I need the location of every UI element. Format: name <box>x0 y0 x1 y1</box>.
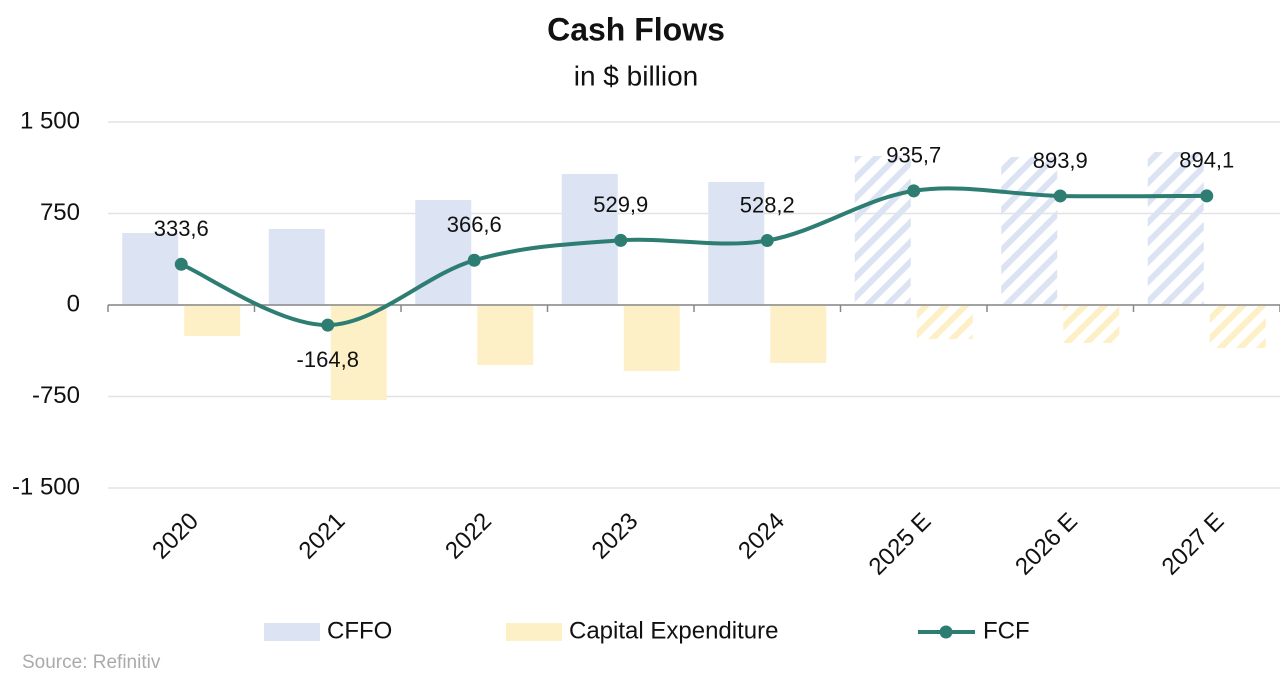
legend-label: CFFO <box>327 617 392 644</box>
data-label: 893,9 <box>1033 148 1088 173</box>
y-tick-label: 750 <box>40 199 80 226</box>
y-tick-label: -1 500 <box>12 473 80 500</box>
bar <box>916 305 973 340</box>
bar <box>1063 305 1120 343</box>
bar <box>1209 305 1266 348</box>
y-tick-label: 0 <box>67 290 80 317</box>
bar <box>623 305 680 372</box>
x-tick-label: 2020 <box>147 508 204 565</box>
legend-swatch <box>939 625 953 639</box>
x-tick-label: 2026 E <box>1010 508 1083 581</box>
legend-swatch <box>506 623 562 641</box>
x-tick-label: 2024 <box>733 508 790 565</box>
line <box>180 186 1207 328</box>
line-marker <box>1053 189 1067 203</box>
data-label: 333,6 <box>154 216 209 241</box>
bar <box>1001 157 1058 305</box>
chart-subtitle: in $ billion <box>574 60 699 91</box>
bar <box>415 199 472 305</box>
x-tick-label: 2021 <box>294 508 351 565</box>
bar <box>1147 152 1204 305</box>
y-tick-label: -750 <box>32 382 80 409</box>
legend-swatch <box>264 623 320 641</box>
bar <box>477 305 534 366</box>
bar <box>770 305 827 363</box>
line-marker <box>467 253 481 267</box>
line-marker <box>614 233 628 247</box>
x-tick-label: 2022 <box>440 508 497 565</box>
data-label: 366,6 <box>447 212 502 237</box>
data-label: 529,9 <box>593 192 648 217</box>
data-label: -164,8 <box>297 347 359 372</box>
line-marker <box>760 234 774 248</box>
x-tick-label: 2027 E <box>1157 508 1230 581</box>
y-tick-label: 1 500 <box>20 107 80 134</box>
line-marker <box>907 184 921 198</box>
line-marker <box>1200 189 1214 203</box>
bar <box>122 233 179 305</box>
data-label: 894,1 <box>1179 148 1234 173</box>
data-label: 528,2 <box>740 192 795 217</box>
bar <box>854 156 911 305</box>
x-tick-label: 2025 E <box>864 508 937 581</box>
legend-label: Capital Expenditure <box>569 617 778 644</box>
legend-label: FCF <box>983 617 1030 644</box>
x-tick-label: 2023 <box>587 508 644 565</box>
line-marker <box>174 257 188 271</box>
line-marker <box>321 318 335 332</box>
source-note: Source: Refinitiv <box>22 652 161 673</box>
bar <box>268 228 325 305</box>
data-label: 935,7 <box>886 143 941 168</box>
chart-title: Cash Flows <box>547 11 725 47</box>
bar <box>184 305 241 336</box>
